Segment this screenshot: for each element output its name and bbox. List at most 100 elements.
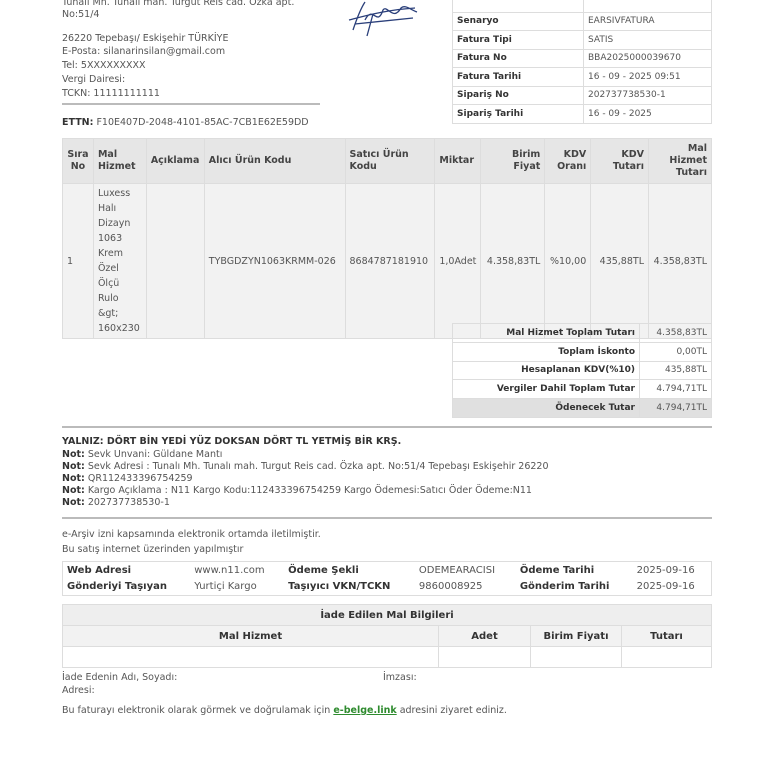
- table-row: 1 Luxess Halı Dizayn 1063 Krem Özel Ölçü …: [62, 183, 712, 339]
- totals-row: Mal Hizmet Toplam Tutarı 4.358,83TL: [452, 323, 712, 343]
- shipping-value: 2025-09-16: [636, 581, 695, 593]
- items-header: Açıklama: [145, 138, 205, 184]
- info-value: 202737738530-1: [583, 85, 712, 105]
- shipping-value: www.n11.com: [194, 564, 265, 576]
- shipping-label: Gönderim Tarihi: [519, 581, 610, 593]
- items-header: Sıra No: [62, 138, 94, 184]
- info-label: Fatura Tarihi: [452, 67, 584, 87]
- shipping-label: Taşıyıcı VKN/TCKN: [288, 581, 391, 593]
- returns-header: Birim Fiyatı: [530, 625, 622, 647]
- footer-text: Bu faturayı elektronik olarak görmek ve …: [62, 705, 507, 716]
- info-label: Sipariş No: [452, 85, 584, 105]
- shipping-row: Gönderiyi Taşıyan Yurtiçi Kargo Taşıyıcı V…: [63, 579, 712, 596]
- invoice-info-row: Fatura Tipi SATIS: [452, 30, 712, 50]
- items-header: Miktar: [434, 138, 482, 184]
- note: Not: QR112433396754259: [62, 473, 193, 484]
- shipping-label: Web Adresi: [67, 564, 132, 576]
- note: Not: 202737738530-1: [62, 497, 170, 508]
- totals-value: 4.794,71TL: [639, 379, 712, 400]
- items-header: Mal Hizmet: [92, 138, 147, 184]
- returns-title: İade Edilen Mal Bilgileri: [62, 604, 712, 626]
- info-value: BBA2025000039670: [583, 48, 712, 68]
- seller-address-2: No:51/4: [62, 9, 100, 20]
- shipping-table: Web Adresi www.n11.com Ödeme Şekli ODEMEARA…: [62, 561, 712, 596]
- invoice-info-row: Sipariş Tarihi 16 - 09 - 2025: [452, 104, 712, 124]
- seller-tckn: TCKN: 11111111111: [62, 88, 160, 99]
- amount-in-words: YALNIZ: DÖRT BİN YEDİ YÜZ DOKSAN DÖRT TL…: [62, 436, 402, 447]
- invoice-info-table: Senaryo EARSIVFATURA Fatura Tipi SATIS Fatur…: [452, 0, 712, 124]
- totals-label: Toplam İskonto: [452, 341, 640, 362]
- internet-sale-text: Bu satış internet üzerinden yapılmıştır: [62, 544, 244, 555]
- signature-label: İmzası:: [383, 672, 417, 683]
- note: Not: Sevk Unvani: Güldane Mantı: [62, 449, 223, 460]
- totals-row: Ödenecek Tutar 4.794,71TL: [452, 398, 712, 418]
- shipping-label: Gönderiyi Taşıyan: [67, 581, 167, 593]
- item-cell: 1: [62, 183, 94, 339]
- totals-value: 435,88TL: [639, 360, 712, 381]
- info-value: 16 - 09 - 2025 09:51: [583, 67, 712, 87]
- info-value: EARSIVFATURA: [583, 11, 712, 31]
- invoice-info-row: Sipariş No 202737738530-1: [452, 85, 712, 105]
- shipping-value: 9860008925: [418, 581, 483, 593]
- items-header: KDV Oranı: [544, 138, 592, 184]
- returns-header: Adet: [438, 625, 531, 647]
- totals-value: 4.794,71TL: [639, 398, 712, 418]
- item-cell: %10,00: [544, 183, 592, 339]
- note: Not: Kargo Açıklama : N11 Kargo Kodu:112…: [62, 485, 532, 496]
- items-header: Satıcı Ürün Kodu: [344, 138, 436, 184]
- seller-email: E-Posta: silanarinsilan@gmail.com: [62, 46, 226, 57]
- returner-name-label: İade Edenin Adı, Soyadı:: [62, 672, 178, 683]
- shipping-value: ODEMEARACISI: [418, 564, 496, 576]
- signature-image: [348, 1, 418, 37]
- item-cell: [145, 183, 205, 339]
- shipping-value: Yurtiçi Kargo: [194, 581, 257, 593]
- returner-address-label: Adresi:: [62, 685, 95, 696]
- totals-label: Hesaplanan KDV(%10): [452, 360, 640, 381]
- returns-table: İade Edilen Mal Bilgileri Mal Hizmet Ade…: [62, 604, 712, 668]
- shipping-label: Ödeme Tarihi: [519, 564, 595, 576]
- shipping-label: Ödeme Şekli: [288, 564, 359, 576]
- info-label: Senaryo: [452, 11, 584, 31]
- totals-row: Toplam İskonto 0,00TL: [452, 341, 712, 362]
- totals-value: 0,00TL: [639, 341, 712, 362]
- seller-city: 26220 Tepebaşı/ Eskişehir TÜRKİYE: [62, 33, 229, 44]
- note: Not: Sevk Adresi : Tunalı Mh. Tunalı mah…: [62, 461, 549, 472]
- invoice-info-row: Senaryo EARSIVFATURA: [452, 11, 712, 31]
- earsiv-text: e-Arşiv izni kapsamında elektronik ortam…: [62, 529, 321, 540]
- item-cell: 4.358,83TL: [480, 183, 546, 339]
- item-cell: 435,88TL: [590, 183, 649, 339]
- returns-header: Mal Hizmet: [62, 625, 439, 647]
- invoice-info-row: Fatura Tarihi 16 - 09 - 2025 09:51: [452, 67, 712, 87]
- items-header: Mal Hizmet Tutarı: [648, 138, 712, 184]
- totals-row: Hesaplanan KDV(%10) 435,88TL: [452, 360, 712, 381]
- totals-value: 4.358,83TL: [639, 323, 712, 343]
- returns-header: Tutarı: [621, 625, 712, 647]
- totals-label: Vergiler Dahil Toplam Tutar: [452, 379, 640, 400]
- invoice-info-row: Fatura No BBA2025000039670: [452, 48, 712, 68]
- totals-label: Ödenecek Tutar: [452, 398, 640, 418]
- item-cell: 8684787181910: [344, 183, 436, 339]
- item-cell: Luxess Halı Dizayn 1063 Krem Özel Ölçü R…: [92, 183, 147, 339]
- seller-tel: Tel: 5XXXXXXXXX: [62, 60, 146, 71]
- totals-row: Vergiler Dahil Toplam Tutar 4.794,71TL: [452, 379, 712, 400]
- seller-address-1: Tunalı Mh. Tunalı mah. Turgut Reis cad. …: [62, 0, 295, 8]
- items-header: Alıcı Ürün Kodu: [203, 138, 346, 184]
- ettn: ETTN: F10E407D-2048-4101-85AC-7CB1E62E59…: [62, 117, 309, 128]
- totals-label: Mal Hizmet Toplam Tutarı: [452, 323, 640, 343]
- info-value: 16 - 09 - 2025: [583, 104, 712, 124]
- totals-table: Mal Hizmet Toplam Tutarı 4.358,83TL Toplam…: [452, 323, 712, 418]
- items-table: Sıra No Mal Hizmet Açıklama Alıcı Ürün Kodu…: [62, 138, 712, 339]
- info-label: Fatura No: [452, 48, 584, 68]
- info-label: Fatura Tipi: [452, 30, 584, 50]
- items-header: Birim Fiyat: [480, 138, 546, 184]
- item-cell: 4.358,83TL: [648, 183, 712, 339]
- items-header: KDV Tutarı: [590, 138, 649, 184]
- info-value: SATIS: [583, 30, 712, 50]
- e-belge-link[interactable]: e-belge.link: [333, 705, 397, 716]
- info-label: Sipariş Tarihi: [452, 104, 584, 124]
- seller-tax-office: Vergi Dairesi:: [62, 74, 126, 85]
- shipping-value: 2025-09-16: [636, 564, 695, 576]
- shipping-row: Web Adresi www.n11.com Ödeme Şekli ODEMEARA…: [63, 562, 712, 579]
- item-cell: TYBGDZYN1063KRMM-026: [203, 183, 346, 339]
- item-cell: 1,0Adet: [434, 183, 482, 339]
